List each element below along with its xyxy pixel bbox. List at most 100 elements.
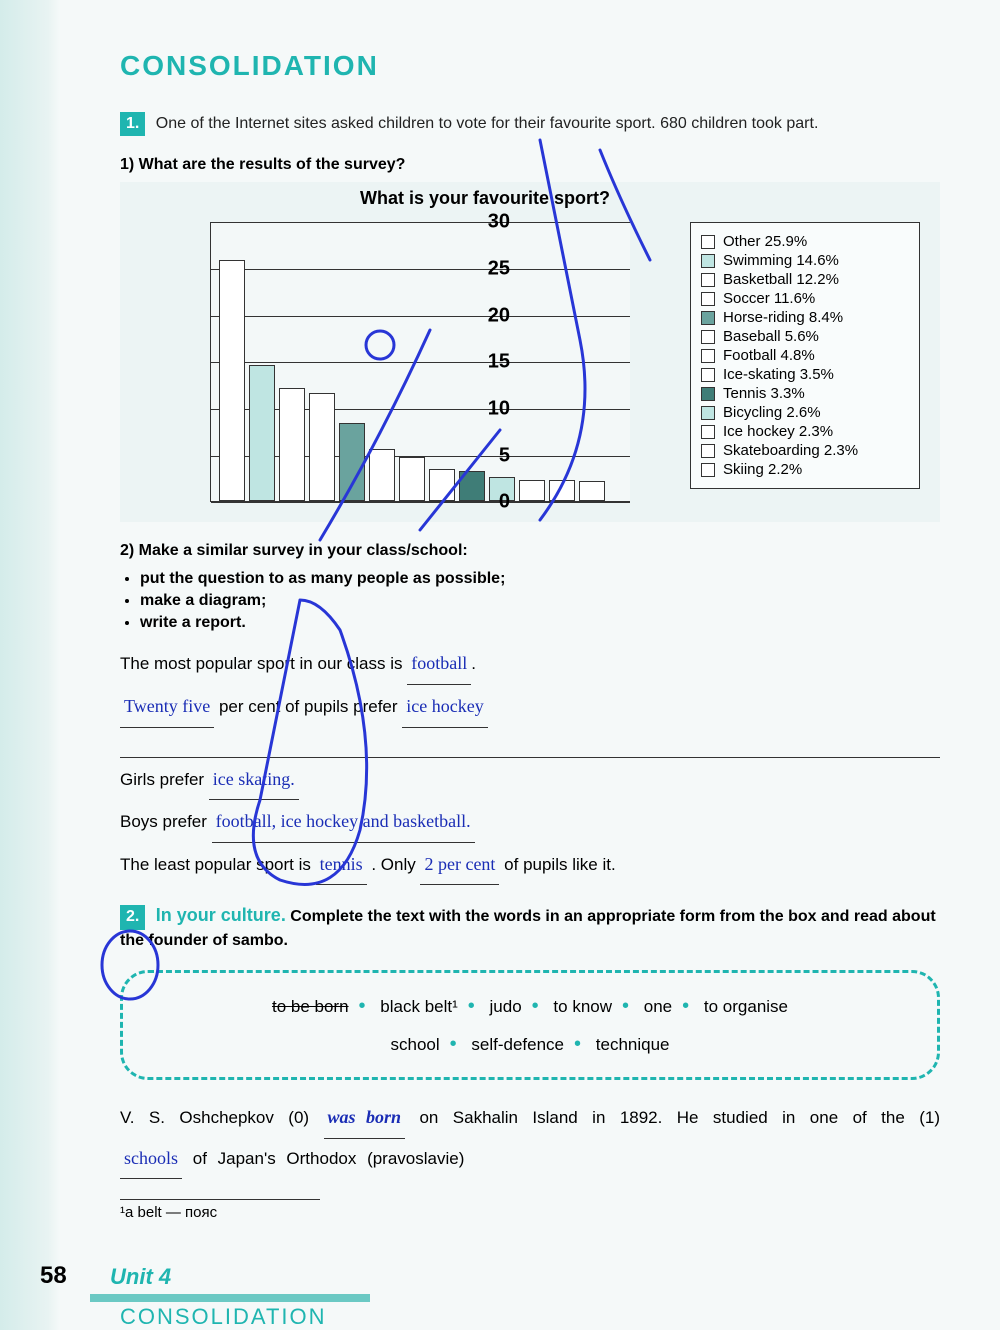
bar-other — [219, 260, 245, 502]
fill-line-5: The least popular sport is tennis . Only… — [120, 845, 940, 886]
wb-6: school — [391, 1035, 440, 1054]
page-left-margin — [0, 0, 60, 1330]
ex1-q1: 1) What are the results of the survey? — [120, 156, 940, 174]
legend-label: Football 4.8% — [723, 347, 815, 364]
ex2-heading: 2. In your culture. Complete the text wi… — [120, 903, 940, 952]
bar-soccer — [309, 393, 335, 501]
legend-row: Skiing 2.2% — [701, 461, 909, 478]
wb-8: technique — [596, 1035, 670, 1054]
legend-row: Soccer 11.6% — [701, 290, 909, 307]
legend-swatch — [701, 235, 715, 249]
footer-tab — [90, 1294, 370, 1302]
legend-swatch — [701, 254, 715, 268]
page-content: CONSOLIDATION 1. One of the Internet sit… — [70, 0, 970, 1221]
legend-label: Bicycling 2.6% — [723, 404, 821, 421]
ex1-intro: 1. One of the Internet sites asked child… — [120, 112, 940, 136]
legend-row: Skateboarding 2.3% — [701, 442, 909, 459]
legend-row: Swimming 14.6% — [701, 252, 909, 269]
ex2-p3: of Japan's Orthodox (pravoslavie) — [193, 1149, 465, 1168]
legend-row: Baseball 5.6% — [701, 328, 909, 345]
legend-swatch — [701, 349, 715, 363]
ex2-fill0: was born — [324, 1098, 406, 1139]
ex1-intro-text: One of the Internet sites asked children… — [156, 115, 819, 132]
legend-swatch — [701, 463, 715, 477]
ex2-number: 2. — [120, 905, 145, 929]
bar-swimming — [249, 365, 275, 501]
l5-mid: . Only — [371, 855, 420, 874]
legend-label: Skiing 2.2% — [723, 461, 802, 478]
y-tick-label: 20 — [470, 304, 510, 327]
legend-label: Baseball 5.6% — [723, 328, 819, 345]
bar-baseball — [369, 449, 395, 501]
ex2-p2: on Sakhalin Island in 1892. He studied i… — [419, 1108, 940, 1127]
wordbox-row2: school• self-defence• technique — [147, 1025, 913, 1063]
ex2-fill1: schools — [120, 1139, 182, 1180]
bar-ice-hockey — [519, 480, 545, 501]
legend-label: Soccer 11.6% — [723, 290, 815, 307]
bar-skateboarding — [549, 480, 575, 501]
legend-row: Football 4.8% — [701, 347, 909, 364]
chart-wrapper: What is your favourite sport? Other 25.9… — [120, 182, 940, 522]
gridline — [211, 222, 630, 223]
legend-swatch — [701, 425, 715, 439]
fill-line-2: Twenty five per cent of pupils prefer ic… — [120, 687, 940, 728]
blank-line — [120, 730, 940, 758]
page-footer: Unit 4 CONSOLIDATION 58 — [0, 1264, 400, 1330]
legend-label: Basketball 12.2% — [723, 271, 839, 288]
legend-label: Swimming 14.6% — [723, 252, 839, 269]
l2-fill-b: ice hockey — [402, 687, 487, 728]
l1-fill: football — [407, 644, 471, 685]
l4-text: Boys prefer — [120, 812, 212, 831]
gridline — [211, 502, 630, 503]
gridline — [211, 316, 630, 317]
ex1-number: 1. — [120, 112, 145, 136]
legend-swatch — [701, 368, 715, 382]
page-number: 58 — [40, 1262, 67, 1290]
l5-fill-b: 2 per cent — [420, 845, 499, 886]
wb-2: judo — [490, 997, 522, 1016]
word-box: to be born• black belt¹• judo• to know• … — [120, 970, 940, 1080]
page-title: CONSOLIDATION — [120, 50, 940, 82]
l5-end: of pupils like it. — [504, 855, 616, 874]
legend-row: Other 25.9% — [701, 233, 909, 250]
l2-fill-a: Twenty five — [120, 687, 214, 728]
legend-row: Horse-riding 8.4% — [701, 309, 909, 326]
legend-label: Other 25.9% — [723, 233, 807, 250]
chart-legend: Other 25.9% Swimming 14.6% Basketball 12.2… — [690, 222, 920, 489]
gridline — [211, 269, 630, 270]
chart-plot-area — [210, 222, 630, 502]
bar-football — [399, 457, 425, 502]
legend-swatch — [701, 330, 715, 344]
ex2-text: V. S. Oshchepkov (0) was born on Sakhali… — [120, 1098, 940, 1179]
legend-row: Ice-skating 3.5% — [701, 366, 909, 383]
ex2-title: In your culture. — [156, 905, 286, 925]
bar-skiing — [579, 481, 605, 502]
legend-label: Tennis 3.3% — [723, 385, 805, 402]
bullet-3: write a report. — [140, 614, 940, 632]
fill-line-3: Girls prefer ice skating. — [120, 760, 940, 801]
bullet-1: put the question to as many people as po… — [140, 570, 940, 588]
l5-fill-a: tennis — [316, 845, 367, 886]
legend-swatch — [701, 273, 715, 287]
legend-row: Ice hockey 2.3% — [701, 423, 909, 440]
l1-text: The most popular sport in our class is — [120, 654, 407, 673]
gridline — [211, 362, 630, 363]
fill-line-4: Boys prefer football, ice hockey and bas… — [120, 802, 940, 843]
wb-4: one — [644, 997, 672, 1016]
ex2-p1: V. S. Oshchepkov (0) — [120, 1108, 324, 1127]
legend-label: Horse-riding 8.4% — [723, 309, 843, 326]
legend-label: Skateboarding 2.3% — [723, 442, 858, 459]
legend-row: Basketball 12.2% — [701, 271, 909, 288]
legend-row: Tennis 3.3% — [701, 385, 909, 402]
footnote: ¹a belt — пояс — [120, 1199, 320, 1221]
wordbox-row1: to be born• black belt¹• judo• to know• … — [147, 987, 913, 1025]
y-tick-label: 25 — [470, 258, 510, 281]
y-tick-label: 15 — [470, 351, 510, 374]
legend-label: Ice hockey 2.3% — [723, 423, 833, 440]
ex1-bullets: put the question to as many people as po… — [140, 570, 940, 632]
chart-title: What is your favourite sport? — [360, 188, 610, 209]
legend-swatch — [701, 444, 715, 458]
y-tick-label: 10 — [470, 398, 510, 421]
unit-label: Unit 4 — [110, 1264, 400, 1290]
fill-line-1: The most popular sport in our class is f… — [120, 644, 940, 685]
